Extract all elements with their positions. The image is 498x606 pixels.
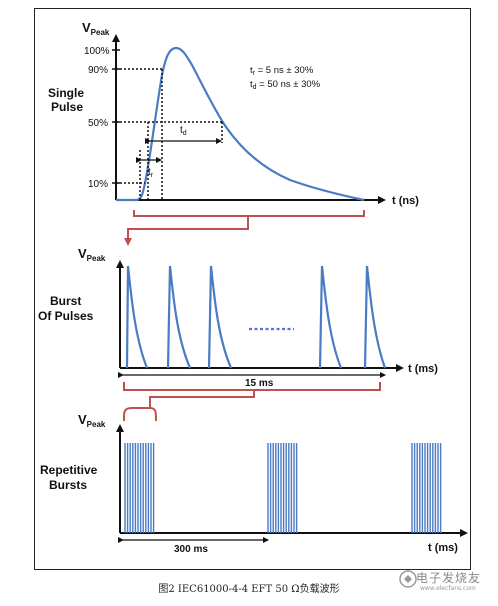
- burst-bracket: [123, 382, 381, 391]
- burst-pulse-2: [166, 265, 192, 369]
- repetitive-title-1: Repetitive: [40, 463, 98, 477]
- watermark-text: 电子发烧友: [416, 571, 482, 585]
- single-pulse-title-2: Pulse: [51, 100, 83, 114]
- figure-frame: [34, 8, 471, 570]
- repetitive-burst-3: [411, 443, 442, 533]
- td-label: td: [180, 125, 187, 137]
- td-spec: td = 50 ns ± 30%: [250, 79, 321, 91]
- watermark-logo: 电子发烧友 www.elecfans.com: [396, 563, 496, 597]
- single-pulse-xlabel: t (ns): [392, 195, 419, 207]
- zoom-small-bracket: [123, 407, 157, 422]
- zoom-connector-2: [149, 390, 255, 408]
- single-pulse-guides: [116, 68, 223, 200]
- tick-label-50: 50%: [88, 118, 108, 129]
- single-pulse-panel: 100% 90% 50% 10% VPeak Single Pulse tr t…: [48, 20, 419, 246]
- single-pulse-waveform: [116, 46, 365, 202]
- burst-ylabel: VPeak: [78, 246, 106, 263]
- zoom-connector-1: [124, 216, 249, 246]
- repetitive-panel: VPeak Repetitive Bursts t (ms) 300 ms: [40, 412, 468, 555]
- tr-spec: tr = 5 ns ± 30%: [250, 65, 314, 77]
- burst-pulse-3: [207, 265, 233, 369]
- repetitive-burst-2: [267, 443, 298, 533]
- tick-label-10: 10%: [88, 179, 108, 190]
- burst-title-1: Burst: [50, 294, 81, 308]
- single-pulse-title-1: Single: [48, 86, 84, 100]
- burst-pulse-4: [318, 265, 343, 369]
- tick-label-90: 90%: [88, 65, 108, 76]
- burst-pulse-5: [363, 265, 387, 369]
- watermark-icon: [399, 570, 417, 588]
- burst-span-label: 15 ms: [245, 378, 274, 389]
- single-pulse-bracket: [133, 210, 365, 217]
- tr-label: tr: [148, 167, 154, 179]
- figure-caption: 图2 IEC61000-4-4 EFT 50 Ω负载波形: [158, 584, 340, 595]
- single-pulse-ylabel: VPeak: [82, 20, 110, 37]
- repetitive-span-label: 300 ms: [174, 544, 208, 555]
- burst-xlabel: t (ms): [408, 363, 438, 375]
- burst-title-2: Of Pulses: [38, 309, 94, 323]
- repetitive-ylabel: VPeak: [78, 412, 106, 429]
- repetitive-title-2: Bursts: [49, 478, 87, 492]
- tick-label-100: 100%: [84, 46, 110, 57]
- repetitive-xlabel: t (ms): [428, 542, 458, 554]
- repetitive-burst-1: [124, 443, 155, 533]
- burst-pulse-1: [125, 265, 149, 369]
- burst-panel: VPeak Burst Of Pulses t (ms) 15 ms: [38, 246, 438, 422]
- watermark-url: www.elecfans.com: [420, 585, 476, 592]
